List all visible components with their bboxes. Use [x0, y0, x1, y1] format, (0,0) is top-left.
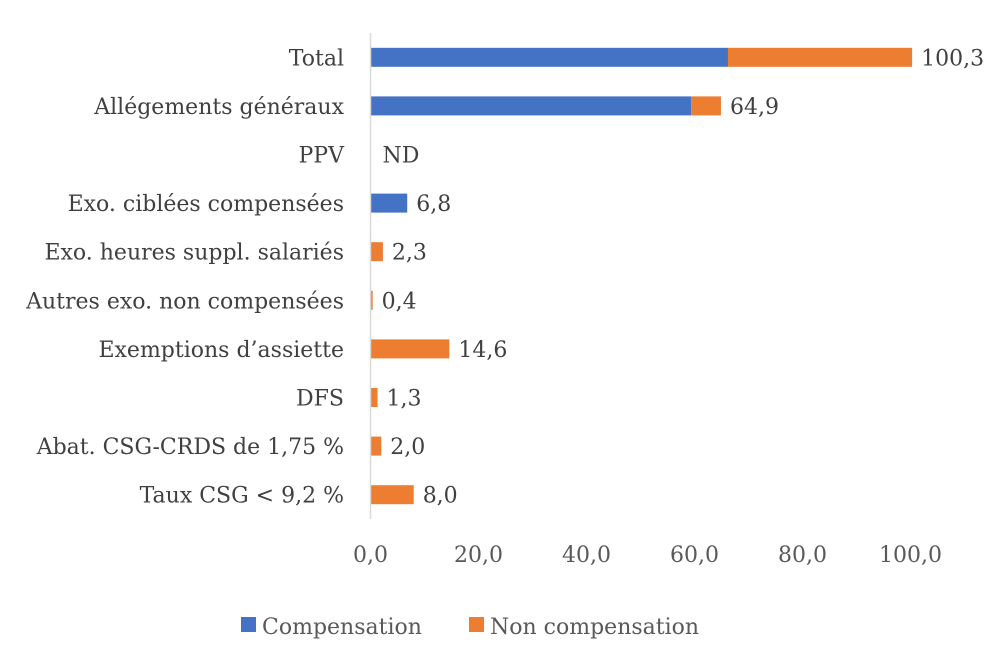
- bar-non-compensation-abat-csg-crds-de-1-75: [370, 436, 382, 456]
- category-label-allegements-generaux: Allégements généraux: [93, 95, 344, 120]
- category-label-exo-heures-suppl-salaries: Exo. heures suppl. salariés: [44, 241, 344, 266]
- x-tick-label: 20,0: [454, 543, 503, 568]
- legend-swatch-non-compensation: [469, 617, 484, 632]
- category-label-dfs: DFS: [296, 387, 344, 412]
- x-tick-label: 100,0: [879, 543, 942, 568]
- data-label-exemptions-d-assiette: 14,6: [458, 338, 507, 363]
- data-label-exo-ciblees-compensees: 6,8: [416, 192, 451, 217]
- bar-compensation-allegements-generaux: [370, 96, 692, 116]
- category-labels: Total Allégements généraux PPV Exo. ciblées…: [25, 46, 345, 508]
- bar-non-compensation-exo-heures-suppl-salaries: [370, 242, 383, 262]
- bar-non-compensation-exemptions-d-assiette: [370, 339, 450, 359]
- bar-non-compensation-dfs: [370, 388, 378, 407]
- legend-label-non-compensation: Non compensation: [490, 615, 699, 640]
- x-tick-label: 0,0: [353, 543, 388, 568]
- bar-non-compensation-total: [727, 47, 913, 67]
- category-label-taux-csg-9-2: Taux CSG < 9,2 %: [140, 484, 344, 509]
- legend: Compensation Non compensation: [241, 615, 699, 640]
- bar-compensation-total: [370, 47, 728, 67]
- data-label-taux-csg-9-2: 8,0: [423, 484, 458, 509]
- data-label-abat-csg-crds-de-1-75: 2,0: [390, 435, 425, 460]
- data-label-total: 100,3: [921, 46, 984, 71]
- category-label-ppv: PPV: [299, 144, 346, 169]
- bar-non-compensation-taux-csg-9-2: [370, 485, 414, 505]
- data-label-allegements-generaux: 64,9: [730, 95, 779, 120]
- category-label-total: Total: [289, 46, 344, 71]
- bars-group: [370, 47, 913, 505]
- bar-non-compensation-autres-exo-non-compensees: [370, 290, 373, 310]
- x-tick-label: 80,0: [778, 543, 827, 568]
- data-label-ppv: ND: [383, 144, 420, 169]
- legend-label-compensation: Compensation: [262, 615, 422, 640]
- x-tick-label: 60,0: [670, 543, 719, 568]
- bar-non-compensation-allegements-generaux: [691, 96, 721, 116]
- data-label-autres-exo-non-compensees: 0,4: [382, 289, 417, 314]
- x-axis-tick-labels: 0,0 20,0 40,0 60,0 80,0 100,0: [353, 543, 942, 568]
- category-label-autres-exo-non-compensees: Autres exo. non compensées: [25, 289, 344, 314]
- data-labels: 100,3 64,9 ND 6,8 2,3 0,4 14,6 1,3 2,0 8,0: [382, 46, 984, 508]
- legend-swatch-compensation: [241, 617, 256, 632]
- bar-compensation-exo-ciblees-compensees: [370, 193, 408, 213]
- data-label-exo-heures-suppl-salaries: 2,3: [392, 241, 427, 266]
- category-label-exemptions-d-assiette: Exemptions d’assiette: [98, 338, 344, 363]
- x-tick-label: 40,0: [562, 543, 611, 568]
- category-label-exo-ciblees-compensees: Exo. ciblées compensées: [68, 192, 344, 217]
- data-label-dfs: 1,3: [387, 387, 422, 412]
- category-label-abat-csg-crds-de-1-75: Abat. CSG-CRDS de 1,75 %: [36, 435, 344, 460]
